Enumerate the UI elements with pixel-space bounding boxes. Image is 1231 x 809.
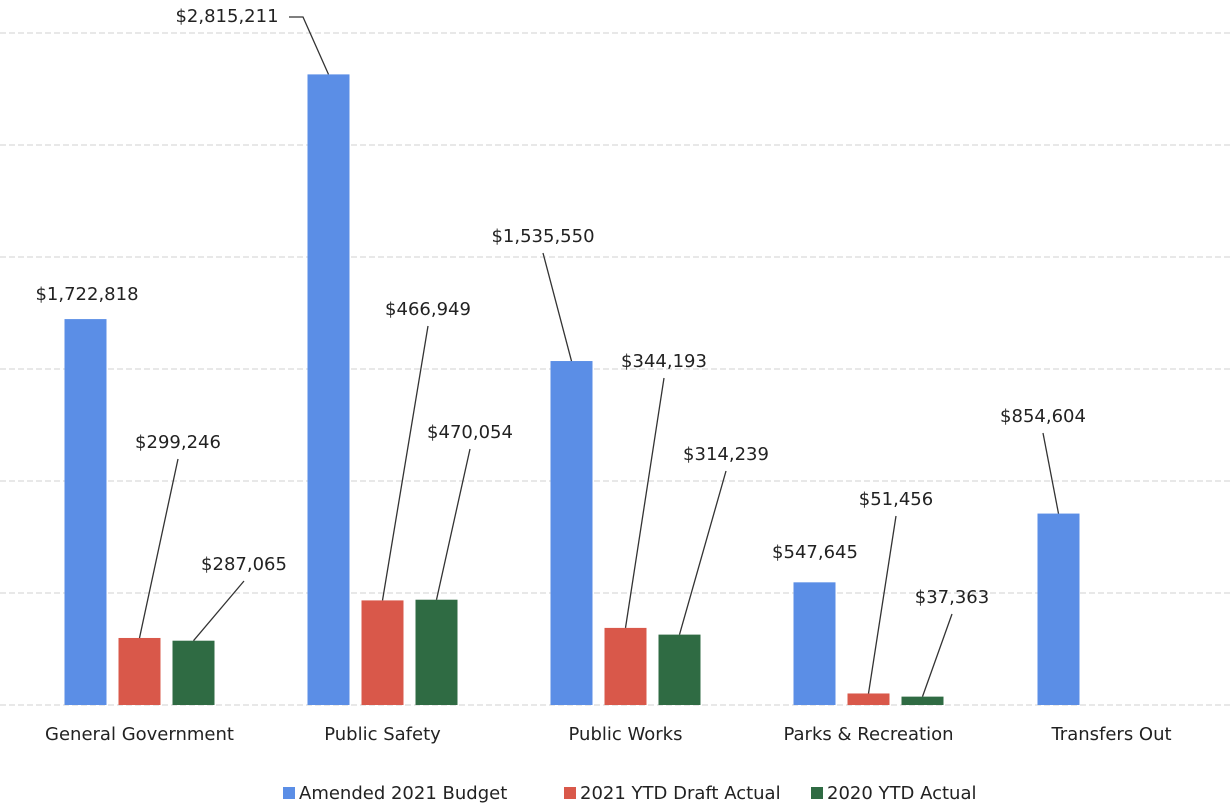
- data-label: $470,054: [427, 422, 513, 443]
- leader-line: [624, 377, 665, 628]
- data-label: $299,246: [135, 432, 221, 453]
- leader-line: [921, 613, 953, 697]
- data-label: $37,363: [915, 587, 989, 608]
- bar: [550, 361, 593, 705]
- bar: [1037, 513, 1080, 705]
- bar: [361, 600, 404, 705]
- bar: [307, 74, 350, 705]
- legend-label: Amended 2021 Budget: [299, 783, 507, 804]
- bar: [64, 319, 107, 705]
- leader-line: [435, 448, 471, 600]
- data-label: $344,193: [621, 351, 707, 372]
- x-tick-label: Parks & Recreation: [783, 724, 953, 745]
- leader-line: [289, 16, 330, 75]
- data-label: $287,065: [201, 554, 287, 575]
- data-label: $854,604: [1000, 406, 1086, 427]
- data-label: $547,645: [772, 542, 858, 563]
- legend-swatch: [811, 787, 823, 799]
- bar: [793, 582, 836, 705]
- data-label: $2,815,211: [175, 6, 278, 27]
- data-label: $51,456: [859, 489, 933, 510]
- x-tick-label: Public Works: [569, 724, 683, 745]
- bar: [658, 634, 701, 705]
- leader-line: [138, 458, 179, 639]
- data-label: $314,239: [683, 444, 769, 465]
- legend-swatch: [564, 787, 576, 799]
- bar: [415, 599, 458, 705]
- bar: [901, 696, 944, 705]
- x-tick-label: General Government: [45, 724, 234, 745]
- data-label: $1,722,818: [35, 284, 138, 305]
- bar: [604, 627, 647, 705]
- legend-label: 2020 YTD Actual: [827, 783, 977, 804]
- data-label: $1,535,550: [491, 226, 594, 247]
- leader-line: [381, 325, 429, 601]
- x-tick-label: Public Safety: [324, 724, 441, 745]
- leader-line: [678, 470, 727, 635]
- leader-line: [1042, 432, 1060, 514]
- leader-line: [193, 580, 245, 642]
- legend-label: 2021 YTD Draft Actual: [580, 783, 781, 804]
- leader-line: [542, 252, 573, 362]
- bar: [118, 637, 161, 705]
- x-tick-label: Transfers Out: [1050, 724, 1171, 745]
- legend-swatch: [283, 787, 295, 799]
- data-label: $466,949: [385, 299, 471, 320]
- bar: [847, 693, 890, 705]
- leader-line: [867, 515, 897, 694]
- bar: [172, 640, 215, 705]
